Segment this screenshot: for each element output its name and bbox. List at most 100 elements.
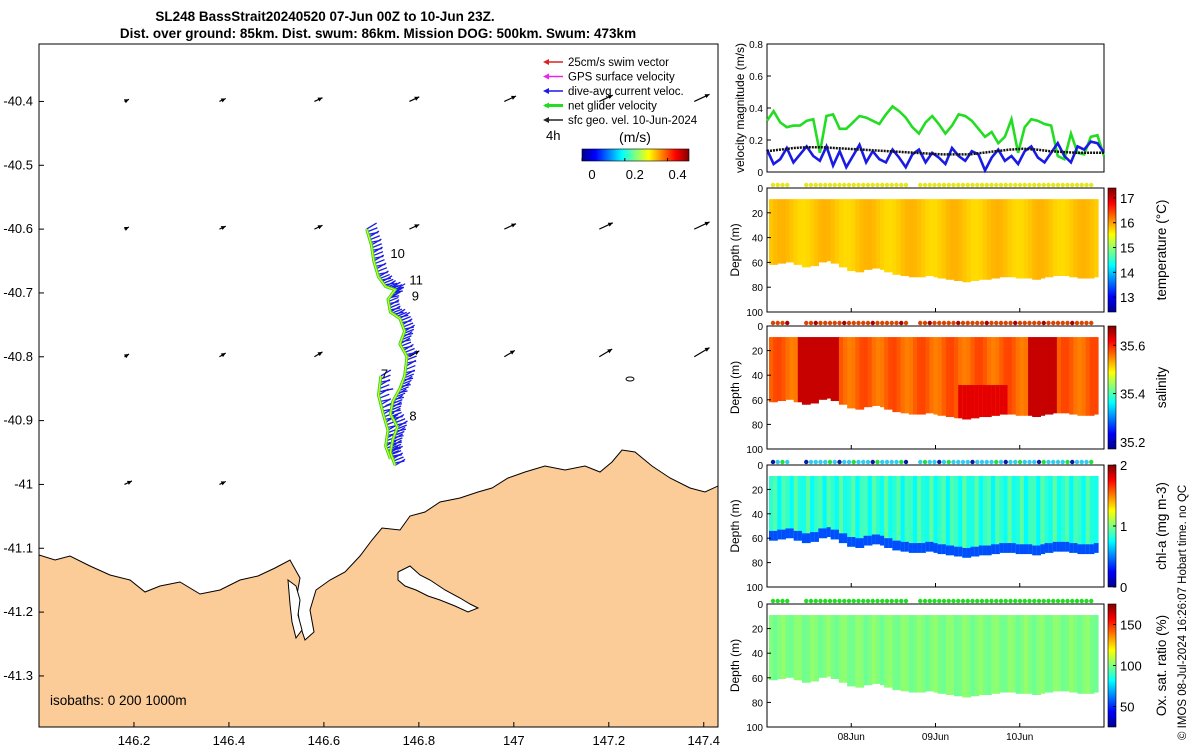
- velocity-arrow-head: [317, 225, 323, 230]
- surface-dot: [1079, 182, 1084, 188]
- profile-column: [908, 615, 914, 693]
- profile-column-deep: [958, 385, 963, 419]
- depth-ylabel: Depth (m): [728, 361, 742, 414]
- profile-panel-temperature: 0 20 40 60 80 100 Depth (m) 13 14 15 16 17 temperatu…: [728, 182, 1169, 319]
- surface-dot: [1084, 598, 1089, 604]
- profile-column: [1044, 199, 1050, 278]
- profile-column: [933, 475, 939, 553]
- profile-column: [1015, 337, 1021, 416]
- profile-column: [912, 199, 918, 278]
- profile-column: [937, 475, 943, 555]
- profile-column-deep: [1073, 543, 1079, 553]
- profile-column: [826, 337, 832, 399]
- profile-column: [991, 615, 996, 694]
- colorbar-tick-label: 150: [1120, 618, 1142, 633]
- current-vector: [404, 369, 415, 377]
- surface-dot: [880, 320, 885, 326]
- profile-column-deep: [974, 546, 980, 557]
- surface-dot: [832, 320, 837, 326]
- surface-dot: [903, 182, 909, 188]
- profile-column: [884, 475, 889, 548]
- profile-column: [1093, 615, 1099, 693]
- surface-dot: [1013, 598, 1018, 604]
- depth-tick-label: 20: [752, 625, 764, 636]
- map-x-tick-label: 147.4: [687, 733, 720, 748]
- current-vector: [376, 267, 388, 273]
- profile-column: [929, 475, 935, 552]
- profile-column: [937, 199, 943, 279]
- depth-tick-label: 100: [746, 445, 763, 456]
- velocity-y-tick-label: 0.2: [749, 136, 763, 147]
- surface-dot: [861, 182, 866, 188]
- profile-column-deep: [991, 544, 996, 555]
- depth-tick-label: 40: [752, 234, 764, 245]
- profile-column: [867, 475, 873, 546]
- profile-column: [995, 199, 1000, 279]
- profile-column: [937, 615, 943, 694]
- speed-colorbar-ticks: 0 0.2 0.4: [581, 158, 687, 182]
- surface-dot: [951, 182, 956, 188]
- profile-column-deep: [797, 530, 803, 541]
- velocity-arrow-head: [317, 351, 323, 357]
- surface-dot: [842, 598, 847, 604]
- surface-dot: [946, 598, 951, 604]
- profile-column: [912, 615, 918, 693]
- current-vector: [402, 322, 414, 328]
- profile-column-deep: [904, 541, 910, 552]
- velocity-y-tick-label: 0: [757, 168, 763, 179]
- surface-dot: [1089, 182, 1094, 188]
- chart-title-line1: SL248 BassStrait20240520 07-Jun 00Z to 1…: [155, 9, 494, 24]
- profile-column-deep: [1011, 543, 1017, 553]
- surface-dot: [1032, 320, 1037, 326]
- profile-column: [896, 337, 902, 413]
- map-x-tick-label: 146.6: [308, 733, 341, 748]
- profile-column: [1052, 199, 1058, 277]
- day-label: 11: [409, 273, 423, 288]
- surface-dot: [856, 598, 861, 604]
- surface-dot: [970, 598, 975, 604]
- profile-column: [838, 475, 844, 544]
- profile-column: [958, 199, 963, 281]
- profile-column: [1089, 199, 1095, 279]
- current-vector: [373, 254, 385, 262]
- map-y-tick-label: -40.8: [3, 349, 33, 364]
- profile-column: [777, 337, 782, 402]
- current-vector: [371, 238, 382, 246]
- surface-dot: [1027, 320, 1032, 326]
- surface-dot: [975, 598, 980, 604]
- surface-dot: [846, 320, 852, 326]
- profile-column-deep: [801, 533, 807, 544]
- profile-column: [1073, 199, 1079, 278]
- surface-dot: [932, 320, 937, 326]
- profile-column: [896, 475, 902, 551]
- depth-tick-label: 100: [746, 583, 763, 594]
- profile-column: [966, 615, 972, 698]
- profile-column: [814, 615, 819, 682]
- profile-column: [773, 337, 778, 403]
- profile-column: [834, 337, 840, 402]
- profile-column: [982, 475, 988, 556]
- map-x-tick-label: 146.8: [403, 733, 436, 748]
- surface-dot: [832, 459, 837, 465]
- profile-column: [1069, 475, 1074, 553]
- surface-dot: [984, 320, 989, 326]
- surface-dot: [918, 459, 923, 465]
- profile-column-deep: [843, 533, 848, 544]
- current-vector: [380, 369, 392, 377]
- surface-dot: [880, 459, 885, 465]
- profile-column: [884, 337, 889, 410]
- profile-column: [826, 199, 832, 262]
- profile-column-deep: [1048, 543, 1054, 553]
- profile-column: [769, 615, 774, 681]
- profile-column: [789, 337, 795, 400]
- surface-dot: [998, 459, 1004, 465]
- surface-dot: [1051, 320, 1056, 326]
- profile-column: [843, 199, 848, 268]
- surface-dot: [808, 598, 814, 604]
- profile-column-deep: [1081, 544, 1087, 555]
- surface-dot: [937, 320, 942, 326]
- map-y-tick-label: -40.6: [3, 221, 33, 236]
- profile-column: [892, 475, 898, 551]
- profile-column: [966, 337, 972, 420]
- profile-column: [822, 337, 828, 400]
